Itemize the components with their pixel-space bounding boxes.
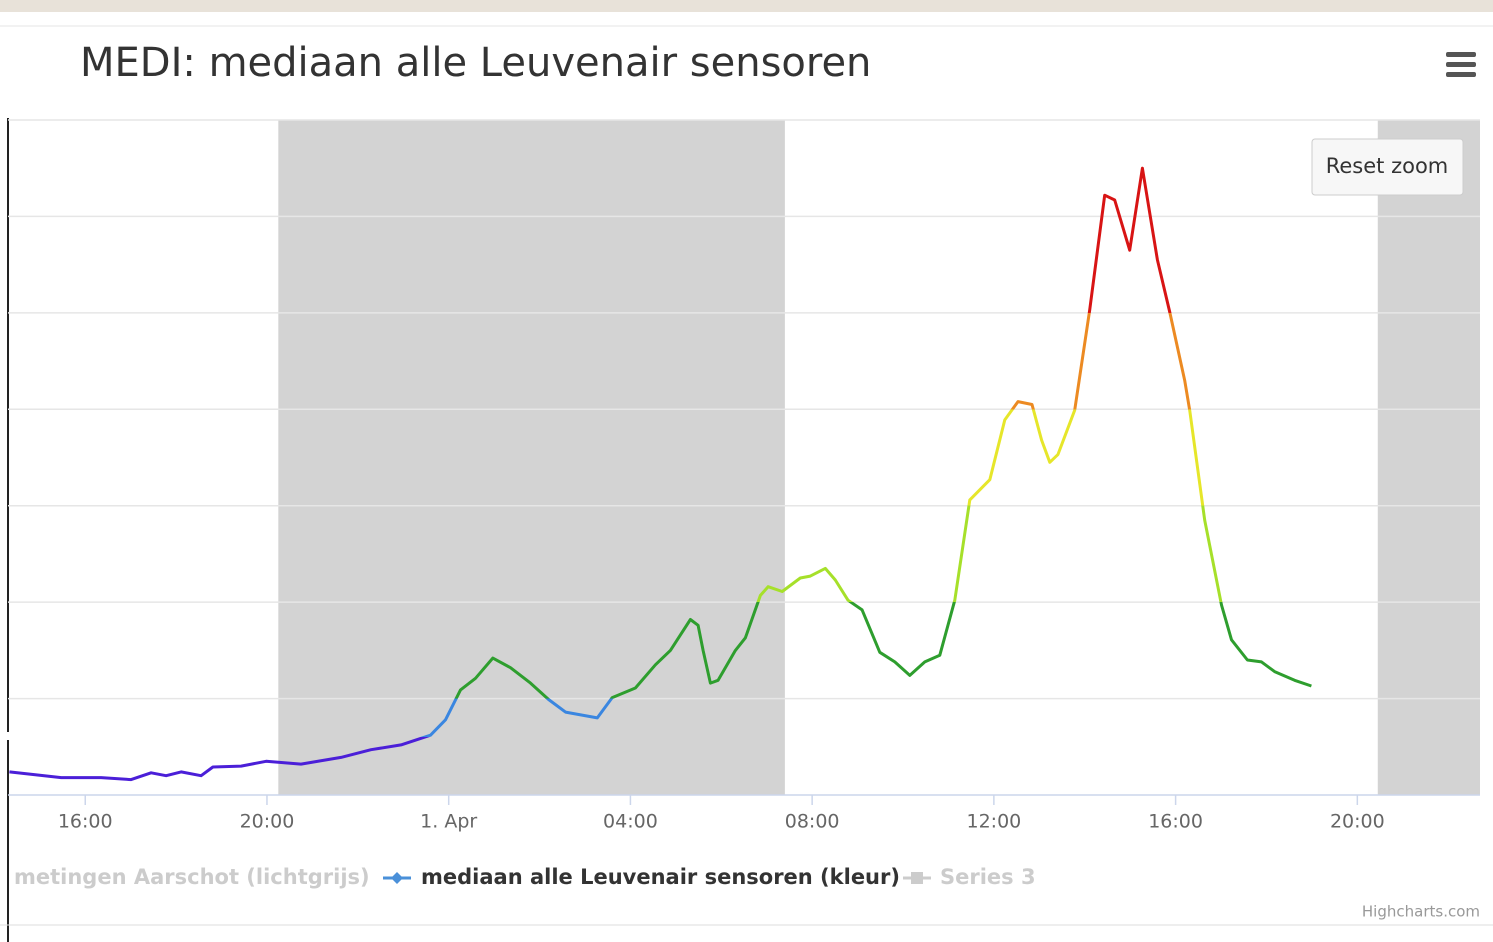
button-label: Reset zoom	[1326, 154, 1449, 178]
legend-item[interactable]: mediaan alle Leuvenair sensoren (kleur)	[383, 865, 900, 889]
legend-label: Series 3	[940, 865, 1036, 889]
chart-title: MEDI: mediaan alle Leuvenair sensoren	[80, 40, 871, 86]
x-tick-label: 16:00	[1148, 811, 1203, 833]
x-tick-label: 20:00	[1330, 811, 1385, 833]
reset-zoom-button[interactable]: Reset zoom	[1311, 138, 1464, 196]
menu-bar	[1446, 52, 1476, 57]
x-tick-label: 12:00	[966, 811, 1021, 833]
x-tick-label: 1. Apr	[420, 811, 477, 833]
legend-symbol-marker	[911, 872, 923, 884]
legend-label: mediaan alle Leuvenair sensoren (kleur)	[421, 865, 900, 889]
legend-item[interactable]: Series 3	[903, 865, 1036, 889]
menu-button[interactable]	[1446, 52, 1476, 77]
credits[interactable]: Highcharts.com	[1362, 903, 1480, 921]
menu-bar	[1446, 72, 1476, 77]
button-box	[1311, 138, 1464, 196]
x-tick-label: 08:00	[785, 811, 840, 833]
x-tick-label: 20:00	[240, 811, 295, 833]
legend-symbol-marker	[391, 872, 403, 884]
plot-area: 16:00 20:00 1. Apr 04:00 08:00 12:00 16:00 20:0…	[8, 119, 1480, 833]
legend-item[interactable]: metingen Aarschot (lichtgrijs)	[14, 865, 370, 889]
top-band	[0, 0, 1493, 12]
plot-band	[1377, 120, 1480, 795]
x-tick-label: 16:00	[58, 811, 113, 833]
menu-bar	[1446, 62, 1476, 67]
legend-label: metingen Aarschot (lichtgrijs)	[14, 865, 370, 889]
x-tick-label: 04:00	[603, 811, 658, 833]
plot-band	[278, 120, 785, 795]
series-line	[9, 166, 1312, 782]
